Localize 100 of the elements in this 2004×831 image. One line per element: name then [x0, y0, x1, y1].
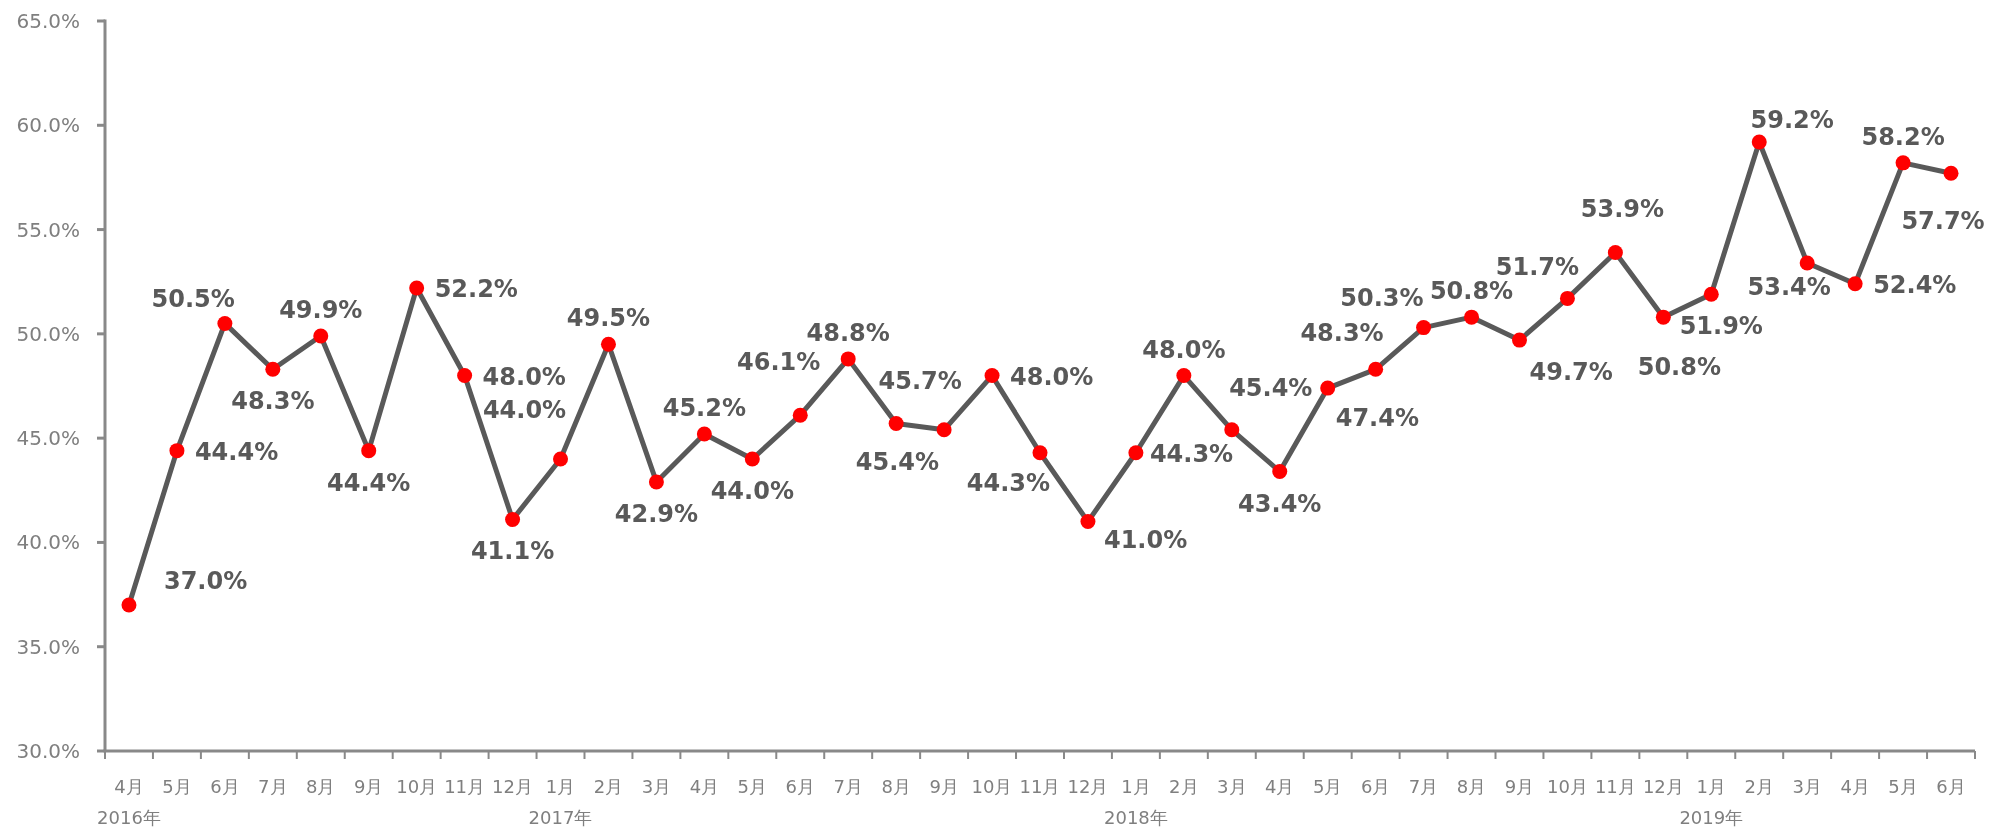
data-label: 45.7%	[878, 366, 962, 395]
data-label: 46.1%	[736, 348, 821, 377]
y-tick-label: 50.0%	[16, 321, 80, 346]
point	[1272, 464, 1288, 480]
point	[1032, 445, 1048, 461]
point	[1559, 290, 1575, 306]
x-tick-label: 11月	[444, 776, 486, 797]
x-tick-label: 3月	[1217, 776, 1247, 797]
x-tick-label: 7月	[1408, 776, 1439, 797]
x-tick-label: 11月	[1594, 776, 1636, 797]
point	[936, 422, 952, 438]
point	[313, 328, 329, 344]
data-label: 41.1%	[470, 537, 555, 566]
point	[840, 351, 856, 367]
point	[696, 426, 712, 442]
data-label: 53.4%	[1747, 272, 1831, 301]
data-label: 45.4%	[855, 447, 940, 476]
x-tick-label: 6月	[210, 776, 240, 797]
point	[1655, 309, 1671, 325]
point	[1703, 286, 1719, 302]
data-label: 59.2%	[1750, 105, 1834, 134]
x-tick-label: 4月	[1265, 776, 1295, 797]
x-tick-label: 7月	[833, 776, 863, 797]
x-tick-label: 2月	[1744, 776, 1774, 797]
x-tick-label: 2月	[1169, 776, 1199, 797]
data-label: 47.4%	[1335, 404, 1419, 433]
point	[409, 280, 425, 296]
x-tick-label: 7月	[258, 776, 288, 797]
point	[1080, 514, 1096, 530]
data-label: 49.9%	[279, 295, 363, 324]
point	[1464, 309, 1480, 325]
point	[361, 443, 377, 459]
y-tick-label: 45.0%	[16, 426, 80, 451]
data-label: 44.4%	[327, 468, 411, 497]
data-label: 50.8%	[1637, 353, 1721, 382]
x-tick-label: 10月	[1546, 776, 1588, 797]
point	[648, 474, 664, 490]
x-tick-label: 3月	[1792, 776, 1822, 797]
point	[888, 416, 904, 432]
point	[505, 511, 521, 527]
data-label: 53.9%	[1580, 194, 1665, 223]
x-tick-label: 6月	[1936, 776, 1966, 797]
point	[1895, 155, 1911, 171]
data-label: 44.3%	[1149, 439, 1234, 468]
point	[1799, 255, 1815, 271]
x-tick-label: 6月	[785, 776, 815, 797]
data-label: 48.0%	[1010, 362, 1094, 391]
data-label: 49.5%	[566, 304, 651, 333]
data-label: 48.0%	[1142, 335, 1226, 364]
y-tick-label: 30.0%	[16, 739, 80, 763]
data-label: 44.3%	[966, 468, 1050, 497]
x-tick-label: 5月	[737, 776, 768, 797]
point	[1128, 445, 1144, 461]
data-label: 48.3%	[231, 387, 315, 416]
point	[1368, 361, 1384, 377]
point	[1751, 134, 1767, 150]
data-label: 52.2%	[434, 274, 518, 303]
y-tick-label: 40.0%	[16, 530, 80, 555]
x-tick-label: 10月	[971, 776, 1013, 797]
data-label: 50.5%	[151, 285, 235, 314]
x-tick-label: 8月	[306, 776, 336, 797]
point	[1320, 380, 1336, 396]
point	[1943, 165, 1959, 181]
point	[169, 443, 185, 459]
point	[457, 368, 473, 384]
data-label: 45.2%	[662, 393, 746, 422]
point	[265, 361, 281, 377]
point	[984, 368, 1000, 384]
point	[121, 597, 137, 613]
data-label: 41.0%	[1103, 525, 1188, 554]
data-label: 44.0%	[482, 396, 567, 424]
point	[1511, 332, 1527, 348]
y-tick-label: 35.0%	[16, 634, 80, 659]
data-label: 44.0%	[710, 477, 794, 505]
data-label: 48.3%	[1300, 319, 1384, 348]
data-label: 37.0%	[163, 567, 248, 595]
data-label: 52.4%	[1873, 270, 1957, 299]
point	[1176, 368, 1192, 384]
x-tick-label: 9月	[929, 776, 959, 797]
data-label: 48.0%	[482, 362, 566, 391]
x-tick-label: 6月	[1360, 776, 1391, 797]
y-tick-label: 60.0%	[16, 113, 80, 138]
x-tick-label: 3月	[641, 776, 672, 797]
data-label: 42.9%	[614, 499, 699, 528]
data-label: 51.9%	[1679, 312, 1763, 341]
y-tick-label: 55.0%	[16, 217, 80, 242]
x-tick-label: 8月	[881, 776, 911, 797]
point	[553, 451, 569, 467]
point	[744, 451, 760, 467]
point	[792, 407, 808, 423]
x-tick-label: 5月	[162, 776, 192, 797]
x-tick-label: 10月	[396, 776, 438, 797]
x-tick-label: 5月	[1312, 776, 1343, 797]
data-label: 45.4%	[1229, 373, 1313, 402]
point	[1847, 276, 1863, 292]
point	[600, 336, 616, 352]
point	[217, 315, 233, 331]
x-tick-label: 5月	[1888, 776, 1918, 797]
x-tick-label: 11月	[1019, 776, 1061, 797]
x-tick-label: 4月	[1840, 776, 1870, 797]
